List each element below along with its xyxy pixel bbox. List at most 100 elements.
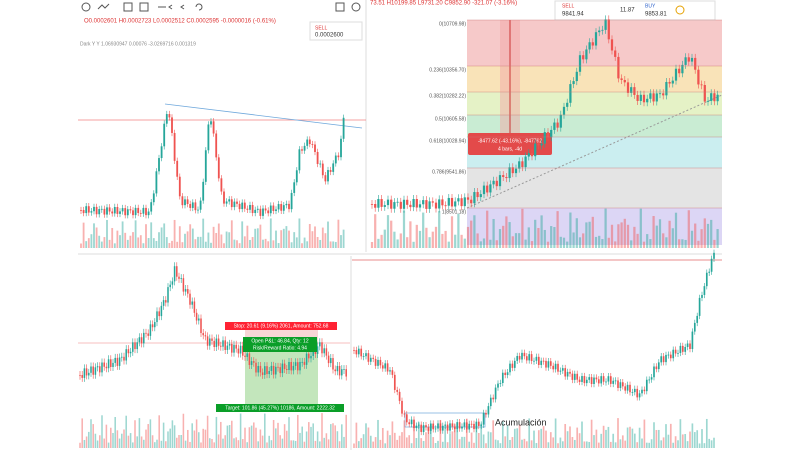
info-icon[interactable]: [675, 5, 685, 15]
volume-bar: [235, 437, 237, 448]
volume-bar: [79, 442, 81, 448]
candle-body: [215, 338, 218, 348]
snapshot-icon[interactable]: [351, 2, 361, 12]
volume-bar: [88, 431, 90, 448]
volume-bar: [283, 424, 286, 448]
volume-bar: [576, 427, 579, 448]
candle-body: [696, 315, 699, 323]
candle-body: [713, 93, 716, 102]
volume-bar: [187, 429, 189, 448]
fullscreen-icon[interactable]: [335, 2, 345, 12]
candle-body: [669, 354, 672, 359]
volume-bar: [668, 220, 671, 248]
candle-body: [194, 202, 197, 211]
candle-body: [372, 357, 375, 359]
volume-bar: [160, 227, 163, 248]
candle-body: [360, 348, 363, 357]
volume-bar: [231, 420, 233, 448]
candle-body: [690, 57, 694, 62]
candle-body: [123, 356, 125, 361]
volume-bar: [114, 416, 116, 448]
volume-bar: [633, 226, 636, 248]
candle-body: [316, 346, 319, 354]
candle-body: [323, 348, 325, 354]
candle-body: [220, 178, 223, 192]
volume-bar: [308, 422, 310, 448]
volume-bar: [626, 427, 629, 448]
volume-bar: [489, 432, 492, 448]
fib-level-label: 0.618(10028.94): [429, 138, 466, 144]
candle-body: [665, 81, 668, 96]
candle-body: [113, 207, 116, 214]
candle-body: [556, 122, 559, 128]
volume-bar: [132, 442, 134, 448]
candle-body: [422, 425, 425, 432]
template-icon[interactable]: [139, 2, 149, 12]
volume-bar: [238, 243, 241, 248]
volume-bar: [230, 220, 233, 248]
candle-body: [301, 361, 303, 363]
volume-bar: [312, 423, 314, 448]
candle-body: [137, 207, 140, 213]
candle-body: [550, 129, 553, 138]
volume-bar: [504, 436, 507, 448]
candle-body: [253, 361, 255, 363]
volume-bar: [561, 441, 564, 448]
volume-bar: [194, 239, 197, 248]
volume-bar: [316, 237, 319, 248]
candle-body: [178, 276, 180, 279]
volume-bar: [241, 221, 244, 248]
candle-body: [303, 145, 306, 151]
candle-body: [112, 362, 114, 367]
volume-bar: [429, 423, 432, 448]
candle-body: [650, 377, 653, 380]
candle-body: [267, 210, 270, 214]
candle-body: [244, 355, 246, 357]
volume-bar: [279, 435, 281, 448]
candle-body: [422, 200, 425, 205]
volume-bar: [316, 431, 319, 448]
candle-body: [324, 175, 327, 182]
candle-body: [601, 29, 604, 31]
candle-body: [591, 42, 594, 46]
candle-body: [457, 198, 460, 202]
buy-price: 9853.81: [645, 12, 667, 18]
volume-bar: [112, 433, 114, 448]
candle-body: [321, 163, 324, 176]
volume-bar: [353, 443, 355, 448]
candle-body: [341, 369, 343, 376]
volume-bar: [357, 441, 360, 448]
candle-body: [306, 139, 309, 146]
candle-body: [228, 199, 231, 202]
toolbar-icons[interactable]: [158, 3, 203, 11]
volume-bar: [530, 440, 533, 448]
volume-bar: [505, 216, 508, 248]
candle-body: [134, 207, 137, 216]
toolbar[interactable]: [81, 2, 361, 12]
candle-body: [441, 199, 444, 206]
volume-bar: [215, 416, 218, 448]
volume-bar: [202, 218, 205, 248]
volume-bar: [226, 425, 229, 448]
volume-bar: [272, 420, 275, 448]
volume-bar: [453, 424, 456, 448]
volume-bar: [147, 238, 150, 248]
sell-box[interactable]: [309, 21, 363, 41]
volume-bar: [405, 437, 408, 448]
candle-body: [249, 204, 251, 210]
candle-body: [590, 377, 593, 384]
candle-body: [171, 281, 174, 285]
indicator-icon[interactable]: [123, 2, 133, 12]
candle-body: [246, 353, 248, 357]
volume-bar: [103, 237, 106, 248]
chart-type-icon[interactable]: [97, 3, 110, 10]
add-icon[interactable]: [81, 2, 91, 12]
candle-body: [275, 209, 277, 211]
candle-body: [272, 205, 275, 211]
volume-bar: [530, 241, 534, 248]
candle-body: [186, 199, 189, 205]
candle-body: [353, 350, 355, 351]
candle-body: [668, 81, 671, 84]
candle-body: [494, 387, 497, 400]
candle-body: [639, 94, 642, 101]
